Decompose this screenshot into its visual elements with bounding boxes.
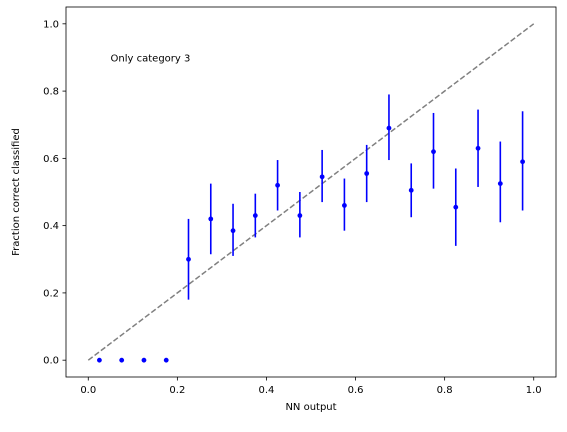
data-point xyxy=(520,159,525,165)
data-point xyxy=(342,203,347,208)
x-tick-label: 0.4 xyxy=(259,385,275,396)
x-tick-label: 0.8 xyxy=(437,385,453,396)
data-point xyxy=(186,256,191,262)
data-point xyxy=(97,357,102,363)
data-point xyxy=(497,181,503,186)
x-tick-label: 1.0 xyxy=(526,385,542,396)
plot-layer xyxy=(87,23,535,363)
reference-diagonal-line xyxy=(87,23,535,361)
y-axis-label: Fraction correct classified xyxy=(11,128,22,256)
data-point xyxy=(453,204,459,210)
x-tick-label: 0.6 xyxy=(348,385,364,396)
data-point xyxy=(208,216,214,222)
y-tick-label: 1.0 xyxy=(43,19,59,30)
y-tick-label: 0.2 xyxy=(43,288,59,299)
data-point xyxy=(141,357,147,363)
data-point xyxy=(475,145,481,151)
data-point xyxy=(275,182,280,188)
data-point xyxy=(119,357,125,363)
y-tick-label: 0.0 xyxy=(43,356,59,367)
data-point xyxy=(297,213,303,218)
x-axis-label: NN output xyxy=(285,402,336,413)
data-point xyxy=(431,149,436,155)
data-point xyxy=(163,357,169,363)
data-point xyxy=(386,125,392,131)
data-point xyxy=(319,174,325,180)
x-tick-label: 0.0 xyxy=(80,385,96,396)
data-point xyxy=(364,171,370,176)
data-point xyxy=(408,187,414,193)
x-tick-label: 0.2 xyxy=(169,385,185,396)
data-point xyxy=(252,213,258,218)
y-tick-label: 0.8 xyxy=(43,87,59,98)
y-tick-label: 0.6 xyxy=(43,154,59,165)
y-tick-label: 0.4 xyxy=(43,221,59,232)
plot-frame xyxy=(65,6,557,378)
chart-annotation: Only category 3 xyxy=(111,53,191,64)
data-point xyxy=(230,228,236,234)
tick-layer: 0.0 0.2 0.4 0.6 0.8 1.0 0.0 0.2 0.4 0.6 0.8 1.0 xyxy=(43,19,542,396)
